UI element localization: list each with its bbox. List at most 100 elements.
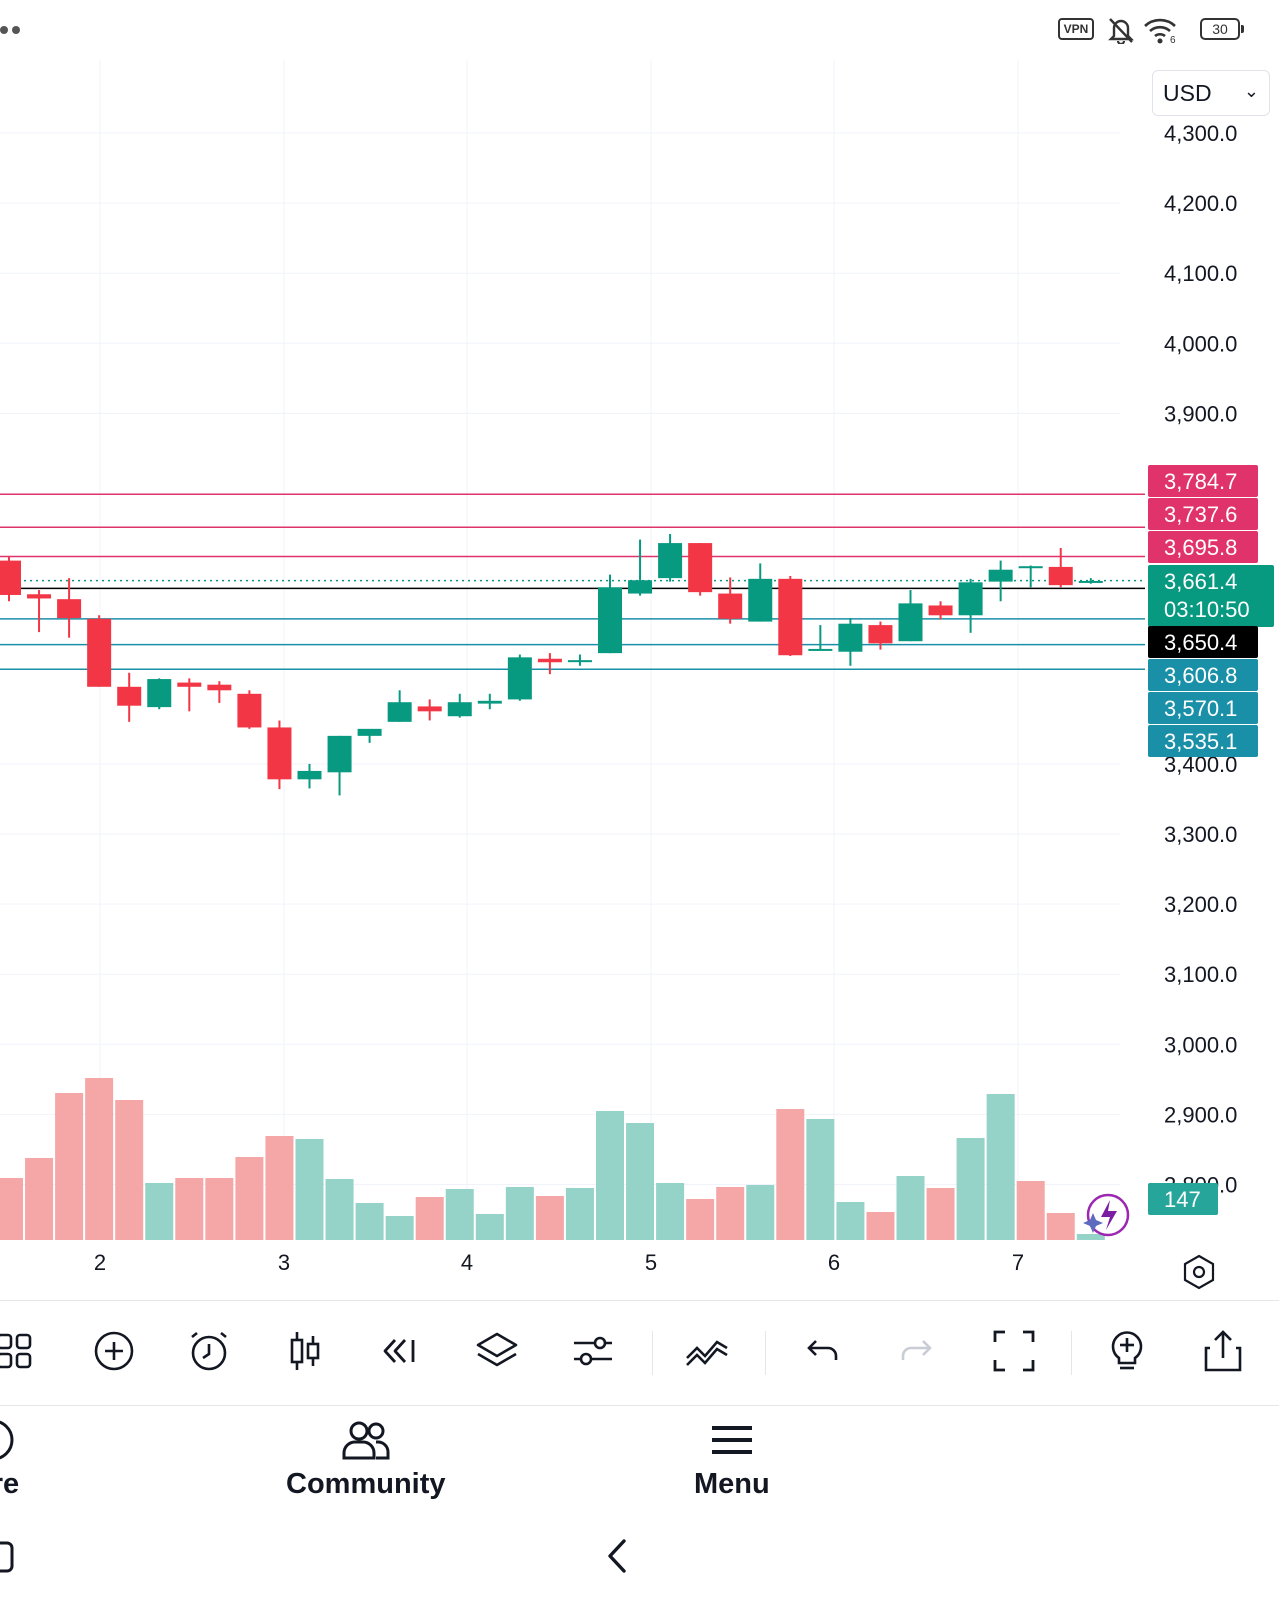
chart-type-button[interactable] [277, 1323, 333, 1379]
candles [0, 533, 1103, 796]
volume-bar [1046, 1213, 1075, 1240]
volume-bar [836, 1202, 865, 1240]
candle-body [117, 686, 142, 706]
candle-body [387, 702, 412, 722]
current-price-badge [1148, 565, 1274, 627]
candle-body [748, 578, 773, 622]
rewind-icon [383, 1339, 415, 1363]
ideas-button[interactable] [1099, 1323, 1155, 1379]
vpn-icon: VPN [1058, 18, 1094, 40]
volume-bar [415, 1197, 444, 1240]
chart-toolbar [0, 1300, 1279, 1406]
toolbar-separator [1071, 1331, 1072, 1375]
layers-button[interactable] [469, 1323, 525, 1379]
candles-icon [290, 1332, 320, 1370]
recents-icon[interactable] [0, 1540, 16, 1574]
candle-body [1078, 580, 1103, 583]
support-badge-text: 3,606.8 [1164, 663, 1237, 688]
candle-body [658, 543, 683, 579]
alert-button[interactable] [181, 1323, 237, 1379]
dots-icon [0, 26, 8, 34]
price-tick-label: 4,100.0 [1164, 261, 1237, 286]
indicators-settings-button[interactable] [565, 1323, 621, 1379]
candle-body [868, 625, 893, 644]
volume-bar [626, 1123, 655, 1240]
candle-body [778, 578, 803, 656]
redo-button[interactable] [890, 1323, 946, 1379]
toolbar-separator [652, 1331, 653, 1375]
candle-body [447, 702, 472, 717]
back-icon[interactable] [606, 1538, 630, 1574]
volume-badge-text: 147 [1164, 1187, 1201, 1212]
volume-bar [445, 1189, 474, 1240]
candle-body [357, 728, 382, 736]
volume-bar [535, 1196, 564, 1240]
candle-body [988, 569, 1013, 582]
price-tick-label: 4,200.0 [1164, 191, 1237, 216]
chart-grid [0, 60, 1120, 1240]
share-button[interactable] [1195, 1323, 1251, 1379]
time-tick-label: 5 [645, 1250, 657, 1275]
volume-bar [295, 1139, 324, 1240]
candle-body [87, 618, 112, 687]
volume-bar [505, 1187, 534, 1240]
nav-explore[interactable]: lore [0, 1416, 19, 1501]
volume-bar [55, 1093, 84, 1240]
replay-button[interactable] [372, 1323, 428, 1379]
add-symbol-button[interactable] [86, 1323, 142, 1379]
lightbulb-plus-icon [1111, 1331, 1143, 1370]
volume-bar [175, 1178, 204, 1240]
candle-body [147, 679, 172, 708]
compass-icon [0, 1420, 14, 1460]
alarm-clock-icon [191, 1331, 227, 1371]
layout-grid-button[interactable] [0, 1323, 46, 1379]
dots-icon [12, 26, 20, 34]
volume-bar [956, 1138, 985, 1240]
candle-body [327, 735, 352, 773]
system-navigation [0, 1526, 1279, 1600]
currency-selector[interactable]: USD ⌄ [1152, 70, 1270, 116]
volume-bar [355, 1203, 384, 1240]
resistance-badge [1148, 531, 1258, 563]
redo-icon [901, 1340, 932, 1360]
price-chart[interactable]: 4,300.04,200.04,100.04,000.03,900.03,400… [0, 60, 1279, 1300]
candle-body [688, 543, 713, 593]
volume-bar [25, 1158, 54, 1240]
resistance-badge [1148, 498, 1258, 530]
settings-hex-icon[interactable] [1183, 1254, 1215, 1290]
candle-body [0, 560, 21, 595]
price-levels [0, 493, 1145, 670]
volume-bar [686, 1199, 715, 1240]
nav-explore-label: lore [0, 1468, 20, 1500]
svg-text:6: 6 [1170, 35, 1176, 44]
drawing-tools-button[interactable] [679, 1323, 735, 1379]
bell-off-icon [1108, 18, 1134, 44]
hamburger-menu-icon [711, 1426, 752, 1454]
time-tick-label: 3 [278, 1250, 290, 1275]
nav-menu[interactable]: Menu [694, 1416, 770, 1501]
time-tick-label: 6 [828, 1250, 840, 1275]
volume-bar [235, 1157, 264, 1240]
undo-icon [807, 1340, 838, 1360]
price-tick-label: 3,000.0 [1164, 1032, 1237, 1057]
battery-icon: 30 [1200, 18, 1240, 40]
nav-community[interactable]: Community [286, 1416, 446, 1501]
volume-bar [596, 1111, 624, 1240]
plus-circle-icon [94, 1331, 134, 1371]
volume-bar [1076, 1234, 1105, 1240]
candle-body [598, 587, 622, 654]
price-tick-label: 4,300.0 [1164, 121, 1237, 146]
candle-body [237, 693, 262, 728]
candle-body [958, 582, 983, 616]
chevron-down-icon: ⌄ [1243, 81, 1259, 101]
fullscreen-button[interactable] [986, 1323, 1042, 1379]
volume-bar [926, 1188, 955, 1240]
undo-button[interactable] [793, 1323, 849, 1379]
assistant-icon[interactable] [1083, 1193, 1130, 1237]
current-price-text: 3,661.4 [1164, 569, 1237, 594]
candle-body [898, 603, 923, 642]
volume-bar [205, 1178, 234, 1240]
price-tick-label: 3,100.0 [1164, 962, 1237, 987]
volume-bar [0, 1178, 23, 1240]
volume-bar [806, 1119, 835, 1240]
